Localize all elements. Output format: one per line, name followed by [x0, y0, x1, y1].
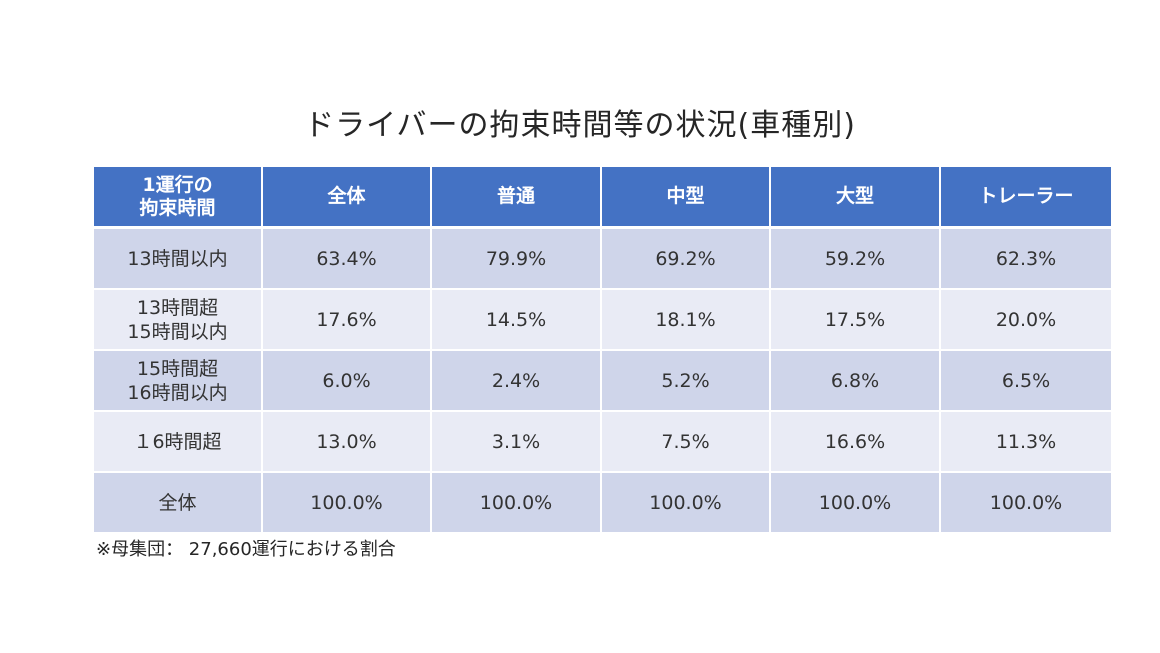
- header-line: 1運行の: [142, 173, 213, 196]
- footnote: ※母集団： 27,660運行における割合: [96, 539, 396, 560]
- table-row: 全体 100.0% 100.0% 100.0% 100.0% 100.0%: [94, 472, 1111, 534]
- header-cell-large: 大型: [770, 167, 941, 229]
- table-cell: 17.5%: [770, 289, 941, 351]
- table-cell: 6.8%: [770, 350, 941, 412]
- table-cell: 14.5%: [431, 289, 602, 351]
- table-row: 15時間超 16時間以内 6.0% 2.4% 5.2% 6.8% 6.5%: [94, 350, 1111, 412]
- table-cell: 100.0%: [431, 472, 602, 534]
- table-cell: 7.5%: [601, 411, 771, 473]
- table-cell: 16.6%: [770, 411, 941, 473]
- row-label: 13時間以内: [94, 227, 263, 290]
- table-cell: 11.3%: [940, 411, 1111, 473]
- table-cell: 59.2%: [770, 227, 941, 290]
- table-cell: 20.0%: [940, 289, 1111, 351]
- table-cell: 100.0%: [940, 472, 1111, 534]
- table-header-row: 1運行の 拘束時間 全体 普通 中型 大型 トレーラー: [94, 167, 1111, 229]
- row-label: １6時間超: [94, 411, 263, 473]
- header-cell-medium: 中型: [601, 167, 771, 229]
- row-label: 15時間超 16時間以内: [94, 350, 263, 412]
- table-cell: 18.1%: [601, 289, 771, 351]
- table-cell: 13.0%: [262, 411, 432, 473]
- table-row: １6時間超 13.0% 3.1% 7.5% 16.6% 11.3%: [94, 411, 1111, 473]
- table-cell: 63.4%: [262, 227, 432, 290]
- table-row: 13時間超 15時間以内 17.6% 14.5% 18.1% 17.5% 20.…: [94, 289, 1111, 351]
- header-cell-standard: 普通: [431, 167, 602, 229]
- table-cell: 6.0%: [262, 350, 432, 412]
- table-cell: 6.5%: [940, 350, 1111, 412]
- table-cell: 62.3%: [940, 227, 1111, 290]
- table-cell: 100.0%: [601, 472, 771, 534]
- header-cell-total: 全体: [262, 167, 432, 229]
- row-label: 13時間超 15時間以内: [94, 289, 263, 351]
- table-cell: 3.1%: [431, 411, 602, 473]
- row-label: 全体: [94, 472, 263, 534]
- table-cell: 2.4%: [431, 350, 602, 412]
- table-row: 13時間以内 63.4% 79.9% 69.2% 59.2% 62.3%: [94, 227, 1111, 290]
- table-cell: 100.0%: [262, 472, 432, 534]
- header-cell-duration: 1運行の 拘束時間: [94, 167, 263, 229]
- table-cell: 17.6%: [262, 289, 432, 351]
- table-cell: 69.2%: [601, 227, 771, 290]
- table-cell: 100.0%: [770, 472, 941, 534]
- data-table: 1運行の 拘束時間 全体 普通 中型 大型 トレーラー 13時間以内 63.4%…: [94, 167, 1111, 534]
- table-cell: 79.9%: [431, 227, 602, 290]
- header-cell-trailer: トレーラー: [940, 167, 1111, 229]
- page-title: ドライバーの拘束時間等の状況(車種別): [304, 108, 856, 143]
- table-cell: 5.2%: [601, 350, 771, 412]
- header-line: 拘束時間: [139, 196, 216, 219]
